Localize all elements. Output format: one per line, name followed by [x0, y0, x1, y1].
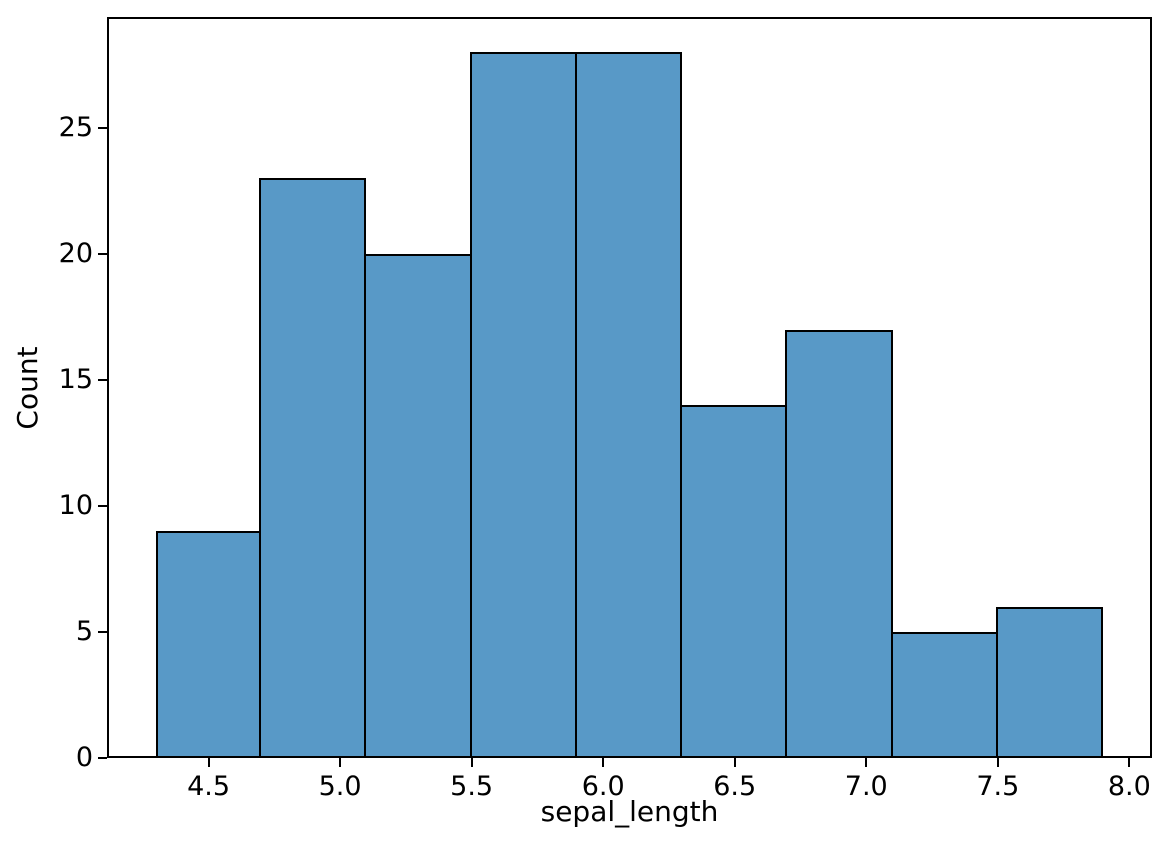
y-tick-mark [98, 126, 107, 129]
x-tick-label: 5.5 [450, 771, 494, 802]
histogram-bar [891, 632, 998, 758]
y-tick-label: 25 [58, 111, 93, 143]
y-tick-mark [98, 504, 107, 507]
x-axis-label: sepal_length [540, 795, 719, 828]
x-tick-mark [996, 758, 999, 767]
histogram-bar [470, 52, 577, 758]
x-tick-label: 8.0 [1107, 771, 1151, 802]
x-tick-label: 6.5 [713, 771, 757, 802]
y-tick-label: 0 [75, 742, 93, 773]
y-tick-mark [98, 378, 107, 381]
x-tick-mark [865, 758, 868, 767]
histogram-bar [156, 531, 261, 758]
y-tick-label: 5 [75, 615, 93, 647]
x-tick-mark [1128, 758, 1131, 767]
x-tick-label: 7.5 [976, 771, 1020, 802]
x-tick-label: 7.0 [844, 771, 888, 802]
x-tick-label: 6.0 [581, 771, 625, 802]
x-tick-label: 5.0 [318, 771, 362, 802]
y-tick-mark [98, 757, 107, 759]
plot-area [107, 17, 1152, 758]
x-tick-mark [602, 758, 605, 767]
y-tick-mark [98, 252, 107, 255]
y-tick-label: 10 [58, 489, 93, 521]
histogram-bar [575, 52, 682, 758]
y-tick-label: 15 [58, 363, 93, 395]
histogram-bar [785, 330, 893, 758]
y-tick-mark [98, 630, 107, 633]
histogram-bar [996, 607, 1103, 758]
x-tick-label: 4.5 [187, 771, 231, 802]
histogram-bar [259, 178, 366, 758]
x-tick-mark [207, 758, 210, 767]
x-tick-mark [733, 758, 736, 767]
histogram-bar [364, 254, 472, 758]
x-tick-mark [470, 758, 473, 767]
y-tick-label: 20 [58, 237, 93, 269]
histogram-bar [680, 405, 787, 758]
x-tick-mark [339, 758, 342, 767]
